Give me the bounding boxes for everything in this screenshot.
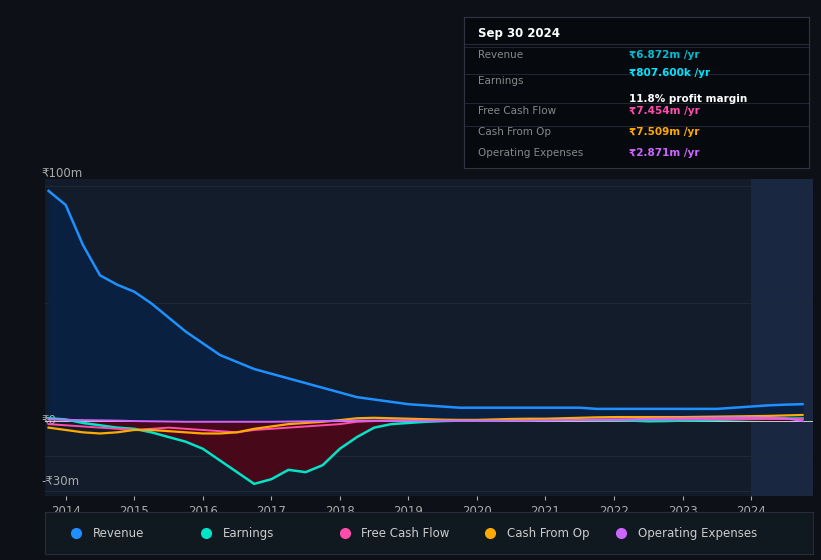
Text: Free Cash Flow: Free Cash Flow bbox=[478, 106, 556, 116]
Text: ₹100m: ₹100m bbox=[41, 167, 83, 180]
Text: ₹0: ₹0 bbox=[41, 414, 56, 427]
Text: ₹6.872m /yr: ₹6.872m /yr bbox=[630, 50, 699, 60]
Text: Cash From Op: Cash From Op bbox=[478, 127, 551, 137]
Text: Operating Expenses: Operating Expenses bbox=[638, 527, 757, 540]
Text: Earnings: Earnings bbox=[223, 527, 274, 540]
Text: ₹807.600k /yr: ₹807.600k /yr bbox=[630, 68, 710, 78]
Text: Cash From Op: Cash From Op bbox=[507, 527, 589, 540]
Text: ₹2.871m /yr: ₹2.871m /yr bbox=[630, 148, 699, 158]
Text: Earnings: Earnings bbox=[478, 76, 523, 86]
Text: -₹30m: -₹30m bbox=[41, 475, 80, 488]
Bar bbox=[751, 179, 813, 496]
Text: 11.8% profit margin: 11.8% profit margin bbox=[630, 94, 748, 104]
Text: Free Cash Flow: Free Cash Flow bbox=[361, 527, 450, 540]
Text: Revenue: Revenue bbox=[93, 527, 144, 540]
Text: Operating Expenses: Operating Expenses bbox=[478, 148, 583, 158]
Text: ₹7.454m /yr: ₹7.454m /yr bbox=[630, 106, 700, 116]
Text: Sep 30 2024: Sep 30 2024 bbox=[478, 27, 560, 40]
Text: Revenue: Revenue bbox=[478, 50, 523, 60]
Text: ₹7.509m /yr: ₹7.509m /yr bbox=[630, 127, 699, 137]
